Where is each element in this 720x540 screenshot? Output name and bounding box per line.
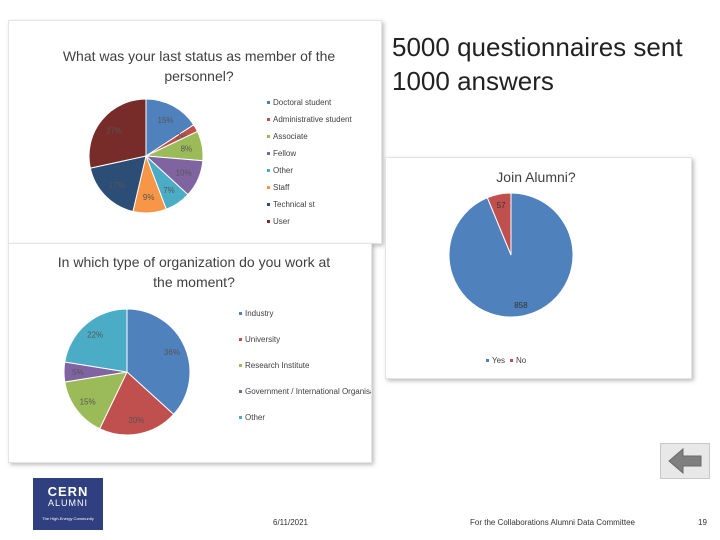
- legend-label-associate: Associate: [273, 132, 308, 141]
- organization-chart-title: In which type of organization do you wor…: [57, 254, 331, 290]
- legend-marker-staff: [267, 186, 270, 189]
- slice-label-doctoral-student: 15%: [158, 116, 174, 125]
- slice-label-staff: 9%: [143, 193, 155, 202]
- legend-marker-technical-st: [267, 203, 270, 206]
- back-arrow-icon: [668, 447, 702, 475]
- legend-marker-other: [239, 416, 242, 419]
- legend-marker-administrative-student: [267, 118, 270, 121]
- legend-label-doctoral-student: Doctoral student: [273, 98, 332, 107]
- status-chart-title: What was your last status as member of t…: [62, 48, 336, 84]
- legend-label-research-institute: Research Institute: [245, 361, 310, 370]
- back-button[interactable]: [660, 443, 710, 479]
- legend-marker-no: [510, 359, 513, 362]
- pie-slice-user: [88, 98, 147, 169]
- join-alumni-chart-title: Join Alumni?: [496, 169, 576, 185]
- legend-label-no: No: [516, 356, 527, 365]
- slice-label-associate: 8%: [181, 145, 193, 154]
- legend-label-technical-st: Technical st: [273, 200, 316, 209]
- logo-line2: ALUMNI: [47, 498, 88, 508]
- cern-alumni-logo: CERN ALUMNI The High-Energy Community: [33, 478, 103, 530]
- slice-label-no: 57: [497, 201, 506, 210]
- legend-marker-university: [239, 338, 242, 341]
- pie-slice-other: [64, 308, 128, 373]
- legend-marker-industry: [239, 312, 242, 315]
- join-alumni-chart-panel: Join Alumni? 858 57 Yes No: [385, 157, 692, 379]
- organization-pie-chart: 36% 20% 15% 5% 22% Industry University Research…: [63, 308, 371, 436]
- slice-label-user: 27%: [106, 126, 122, 135]
- footer-committee: For the Collaborations Alumni Data Commi…: [470, 518, 635, 527]
- pie-slice-research-institute: [64, 371, 128, 430]
- slice-label-technical-st: 17%: [109, 181, 125, 190]
- legend-label-other: Other: [273, 166, 293, 175]
- pie-slice-no: [486, 192, 512, 256]
- legend-marker-user: [267, 220, 270, 223]
- legend-marker-government-international-organisation: [239, 390, 242, 393]
- legend-marker-fellow: [267, 152, 270, 155]
- status-chart-panel: What was your last status as member of t…: [8, 20, 382, 244]
- organization-chart-panel: In which type of organization do you wor…: [8, 243, 372, 463]
- legend-marker-doctoral-student: [267, 101, 270, 104]
- slice-label-administrative-student: 2%: [176, 132, 188, 141]
- slice-label-other: 7%: [163, 186, 175, 195]
- slice-label-government-international-organisation: 5%: [72, 368, 84, 377]
- join-alumni-pie-chart: 858 57 Yes No: [448, 192, 574, 365]
- slice-label-industry: 36%: [164, 348, 180, 357]
- legend-label-other: Other: [245, 413, 265, 422]
- logo-line1: CERN: [47, 484, 89, 499]
- logo-tagline: The High-Energy Community: [42, 516, 94, 521]
- slice-label-fellow: 10%: [176, 168, 192, 177]
- legend-label-yes: Yes: [492, 356, 505, 365]
- legend-marker-associate: [267, 135, 270, 138]
- legend-label-government-international-organisation: Government / International Organisation: [245, 387, 371, 396]
- pie-slice-university: [98, 371, 175, 436]
- status-pie-chart: 15%2% 8% 10%7% 9% 17% 27% Doctoral student Admi…: [88, 98, 352, 226]
- footer-page-number: 19: [698, 518, 707, 527]
- pie-slice-industry: [126, 308, 191, 416]
- survey-headline: 5000 questionnaires sent 1000 answers: [392, 32, 683, 96]
- legend-label-university: University: [245, 335, 280, 344]
- slice-label-other: 22%: [87, 331, 103, 340]
- pie-slice-technical-st: [89, 155, 147, 213]
- pie-slice-doctoral-student: [145, 98, 195, 157]
- legend-marker-yes: [486, 359, 489, 362]
- legend-label-industry: Industry: [245, 309, 273, 318]
- slice-label-research-institute: 15%: [80, 397, 96, 406]
- legend-label-staff: Staff: [273, 183, 290, 192]
- legend-label-user: User: [273, 217, 290, 226]
- legend-marker-other: [267, 169, 270, 172]
- slice-label-yes: 858: [514, 301, 528, 310]
- legend-label-fellow: Fellow: [273, 149, 296, 158]
- legend-label-administrative-student: Administrative student: [273, 115, 352, 124]
- legend-marker-research-institute: [239, 364, 242, 367]
- slice-label-university: 20%: [128, 416, 144, 425]
- footer-date: 6/11/2021: [273, 518, 308, 527]
